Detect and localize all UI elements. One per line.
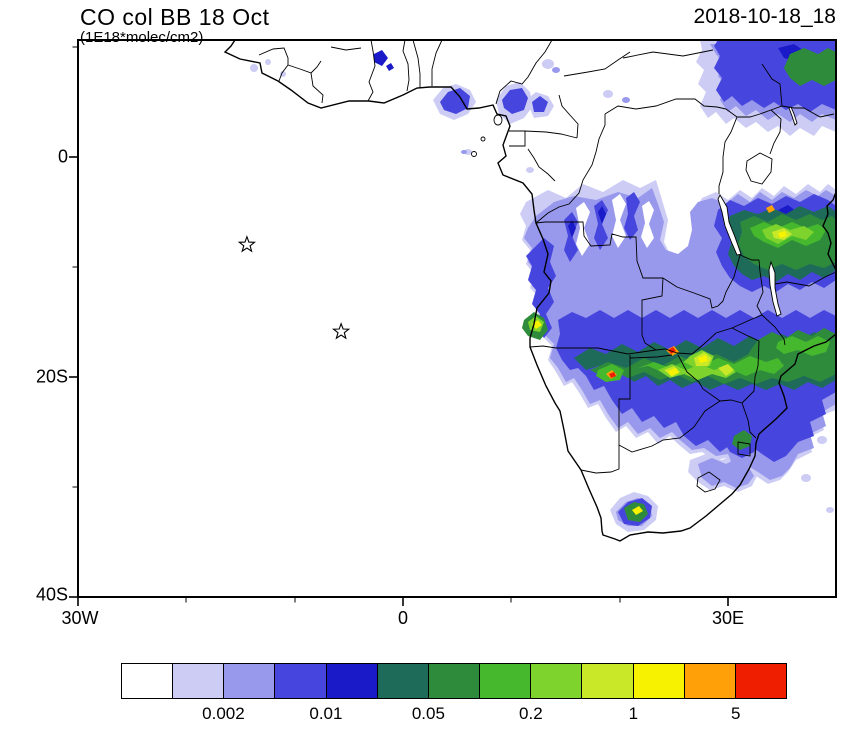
colorbar-cells: [121, 663, 787, 699]
x-tick-label-30w: 30W: [61, 608, 99, 628]
timestamp-label: 2018-10-18_18: [693, 5, 836, 28]
island-sao-tome: [471, 151, 477, 157]
colorbar-cell: [684, 664, 736, 698]
minor-ticks: [72, 46, 621, 603]
colorbar-cell: [377, 664, 429, 698]
colorbar-cell: [224, 664, 276, 698]
x-tick-label-0: 0: [397, 608, 409, 628]
colorbar-cell: [582, 664, 634, 698]
y-tick-label-0: 0: [57, 146, 68, 167]
contour-level-1: [532, 231, 787, 515]
colorbar-cell: [735, 664, 787, 698]
islands: [471, 114, 503, 157]
lake-victoria: [745, 152, 773, 185]
country-borders-central-africa: [509, 49, 835, 224]
island-bioko: [493, 114, 503, 126]
station-star-ascension: [237, 235, 257, 253]
lake-turkana: [788, 106, 798, 126]
y-tick-label-40s: 40S: [35, 584, 68, 605]
station-star-st-helena: [331, 322, 351, 340]
plot-frame: [77, 39, 837, 598]
colorbar-cell: [633, 664, 685, 698]
colorbar-tick-label: 0.05: [411, 704, 445, 723]
lake-tanganyika: [717, 194, 742, 256]
page-title: CO col BB 18 Oct: [80, 4, 270, 30]
y-tick-label-20s: 20S: [35, 366, 68, 387]
colorbar-tick-label: 1: [628, 704, 639, 723]
colorbar-cell: [326, 664, 378, 698]
colorbar-cell: [480, 664, 532, 698]
colorbar-cell: [122, 664, 174, 698]
colorbar: 0.002 0.01 0.05 0.2 1 5: [121, 663, 787, 723]
colorbar-labels: 0.002 0.01 0.05 0.2 1 5: [121, 699, 787, 723]
lakes: [717, 106, 798, 317]
colorbar-tick-label: 0.2: [519, 704, 543, 723]
co-contour-field: [250, 40, 836, 532]
units-subtitle: (1E18*molec/cm2): [80, 29, 204, 46]
x-tick-label-30e: 30E: [711, 608, 745, 628]
colorbar-cell: [428, 664, 481, 698]
geography-lines: [223, 39, 837, 542]
colorbar-tick-label: 5: [731, 704, 741, 723]
colorbar-cell: [275, 664, 327, 698]
station-markers: [237, 235, 351, 340]
plot-frame-and-ticks: [69, 39, 837, 606]
colorbar-tick-label: 0.01: [309, 704, 343, 723]
colorbar-cell: [531, 664, 583, 698]
colorbar-tick-label: 0.002: [202, 704, 245, 723]
country-borders-west-africa: [258, 39, 553, 105]
coastline-africa-west: [223, 39, 837, 542]
contour-level-0p01: [374, 44, 806, 238]
coastline-east-africa: [822, 191, 837, 271]
map-canvas: [69, 39, 837, 606]
colorbar-cell: [173, 664, 225, 698]
country-borders-southern-africa: [529, 221, 837, 493]
island-principe: [480, 136, 486, 142]
lake-malawi: [768, 260, 782, 317]
contour-level-5: [609, 347, 676, 378]
major-ticks: [69, 156, 729, 606]
